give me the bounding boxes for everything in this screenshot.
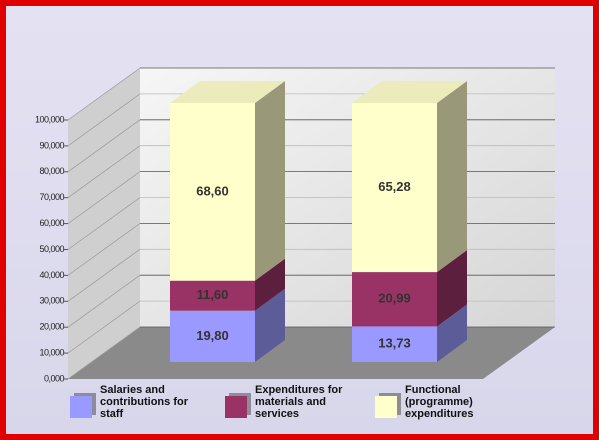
grid-line <box>67 67 141 121</box>
bar-side <box>255 288 285 362</box>
legend-label: Salaries and contributions for staff <box>100 384 188 420</box>
bar <box>352 326 437 362</box>
legend-label: Expenditures for materials and services <box>255 384 343 420</box>
y-tick-label: 20,000 <box>39 322 64 332</box>
bar-top <box>352 81 467 103</box>
legend-label: Functional (programme) expenditures <box>405 384 474 420</box>
grid-line <box>67 171 141 224</box>
data-label: 20,99 <box>378 291 411 306</box>
grid-line <box>67 93 141 147</box>
y-tick-label: 50,000 <box>39 244 64 254</box>
floor <box>68 327 555 379</box>
bar <box>352 103 437 273</box>
grid-line <box>67 249 141 302</box>
data-label: 11,60 <box>197 287 229 302</box>
y-tick-label: 0,000 <box>44 373 65 383</box>
bar-side <box>255 258 285 311</box>
data-label: 13,73 <box>378 336 411 351</box>
grid-line <box>67 197 141 250</box>
bar <box>352 272 437 327</box>
y-tick-label: 70,000 <box>39 192 64 202</box>
y-tick-label: 100,000 <box>35 114 65 124</box>
y-tick-label: 90,000 <box>39 140 64 150</box>
data-label: 65,28 <box>378 179 411 194</box>
grid-line <box>67 326 141 380</box>
bar-side <box>437 304 467 362</box>
bar-side <box>437 81 467 273</box>
grid-line <box>67 223 141 276</box>
grid-line <box>67 119 141 173</box>
grid-line <box>67 145 141 198</box>
y-tick-label: 40,000 <box>39 270 64 280</box>
y-tick-label: 60,000 <box>39 218 64 228</box>
y-tick-label: 10,000 <box>39 347 64 357</box>
data-label: 19,80 <box>196 328 229 343</box>
data-label: 68,60 <box>196 183 229 198</box>
grid-line <box>67 274 141 328</box>
bar-side <box>255 81 285 281</box>
grid-line <box>67 300 141 354</box>
legend-swatch <box>225 396 247 418</box>
bar <box>170 103 255 281</box>
legend-swatch <box>70 396 92 418</box>
legend-swatch <box>375 396 397 418</box>
bar-top <box>170 81 285 103</box>
bar-side <box>437 250 467 327</box>
y-tick-label: 80,000 <box>39 166 64 176</box>
bar <box>170 280 255 311</box>
y-tick-label: 30,000 <box>39 296 64 306</box>
bar <box>170 310 255 362</box>
